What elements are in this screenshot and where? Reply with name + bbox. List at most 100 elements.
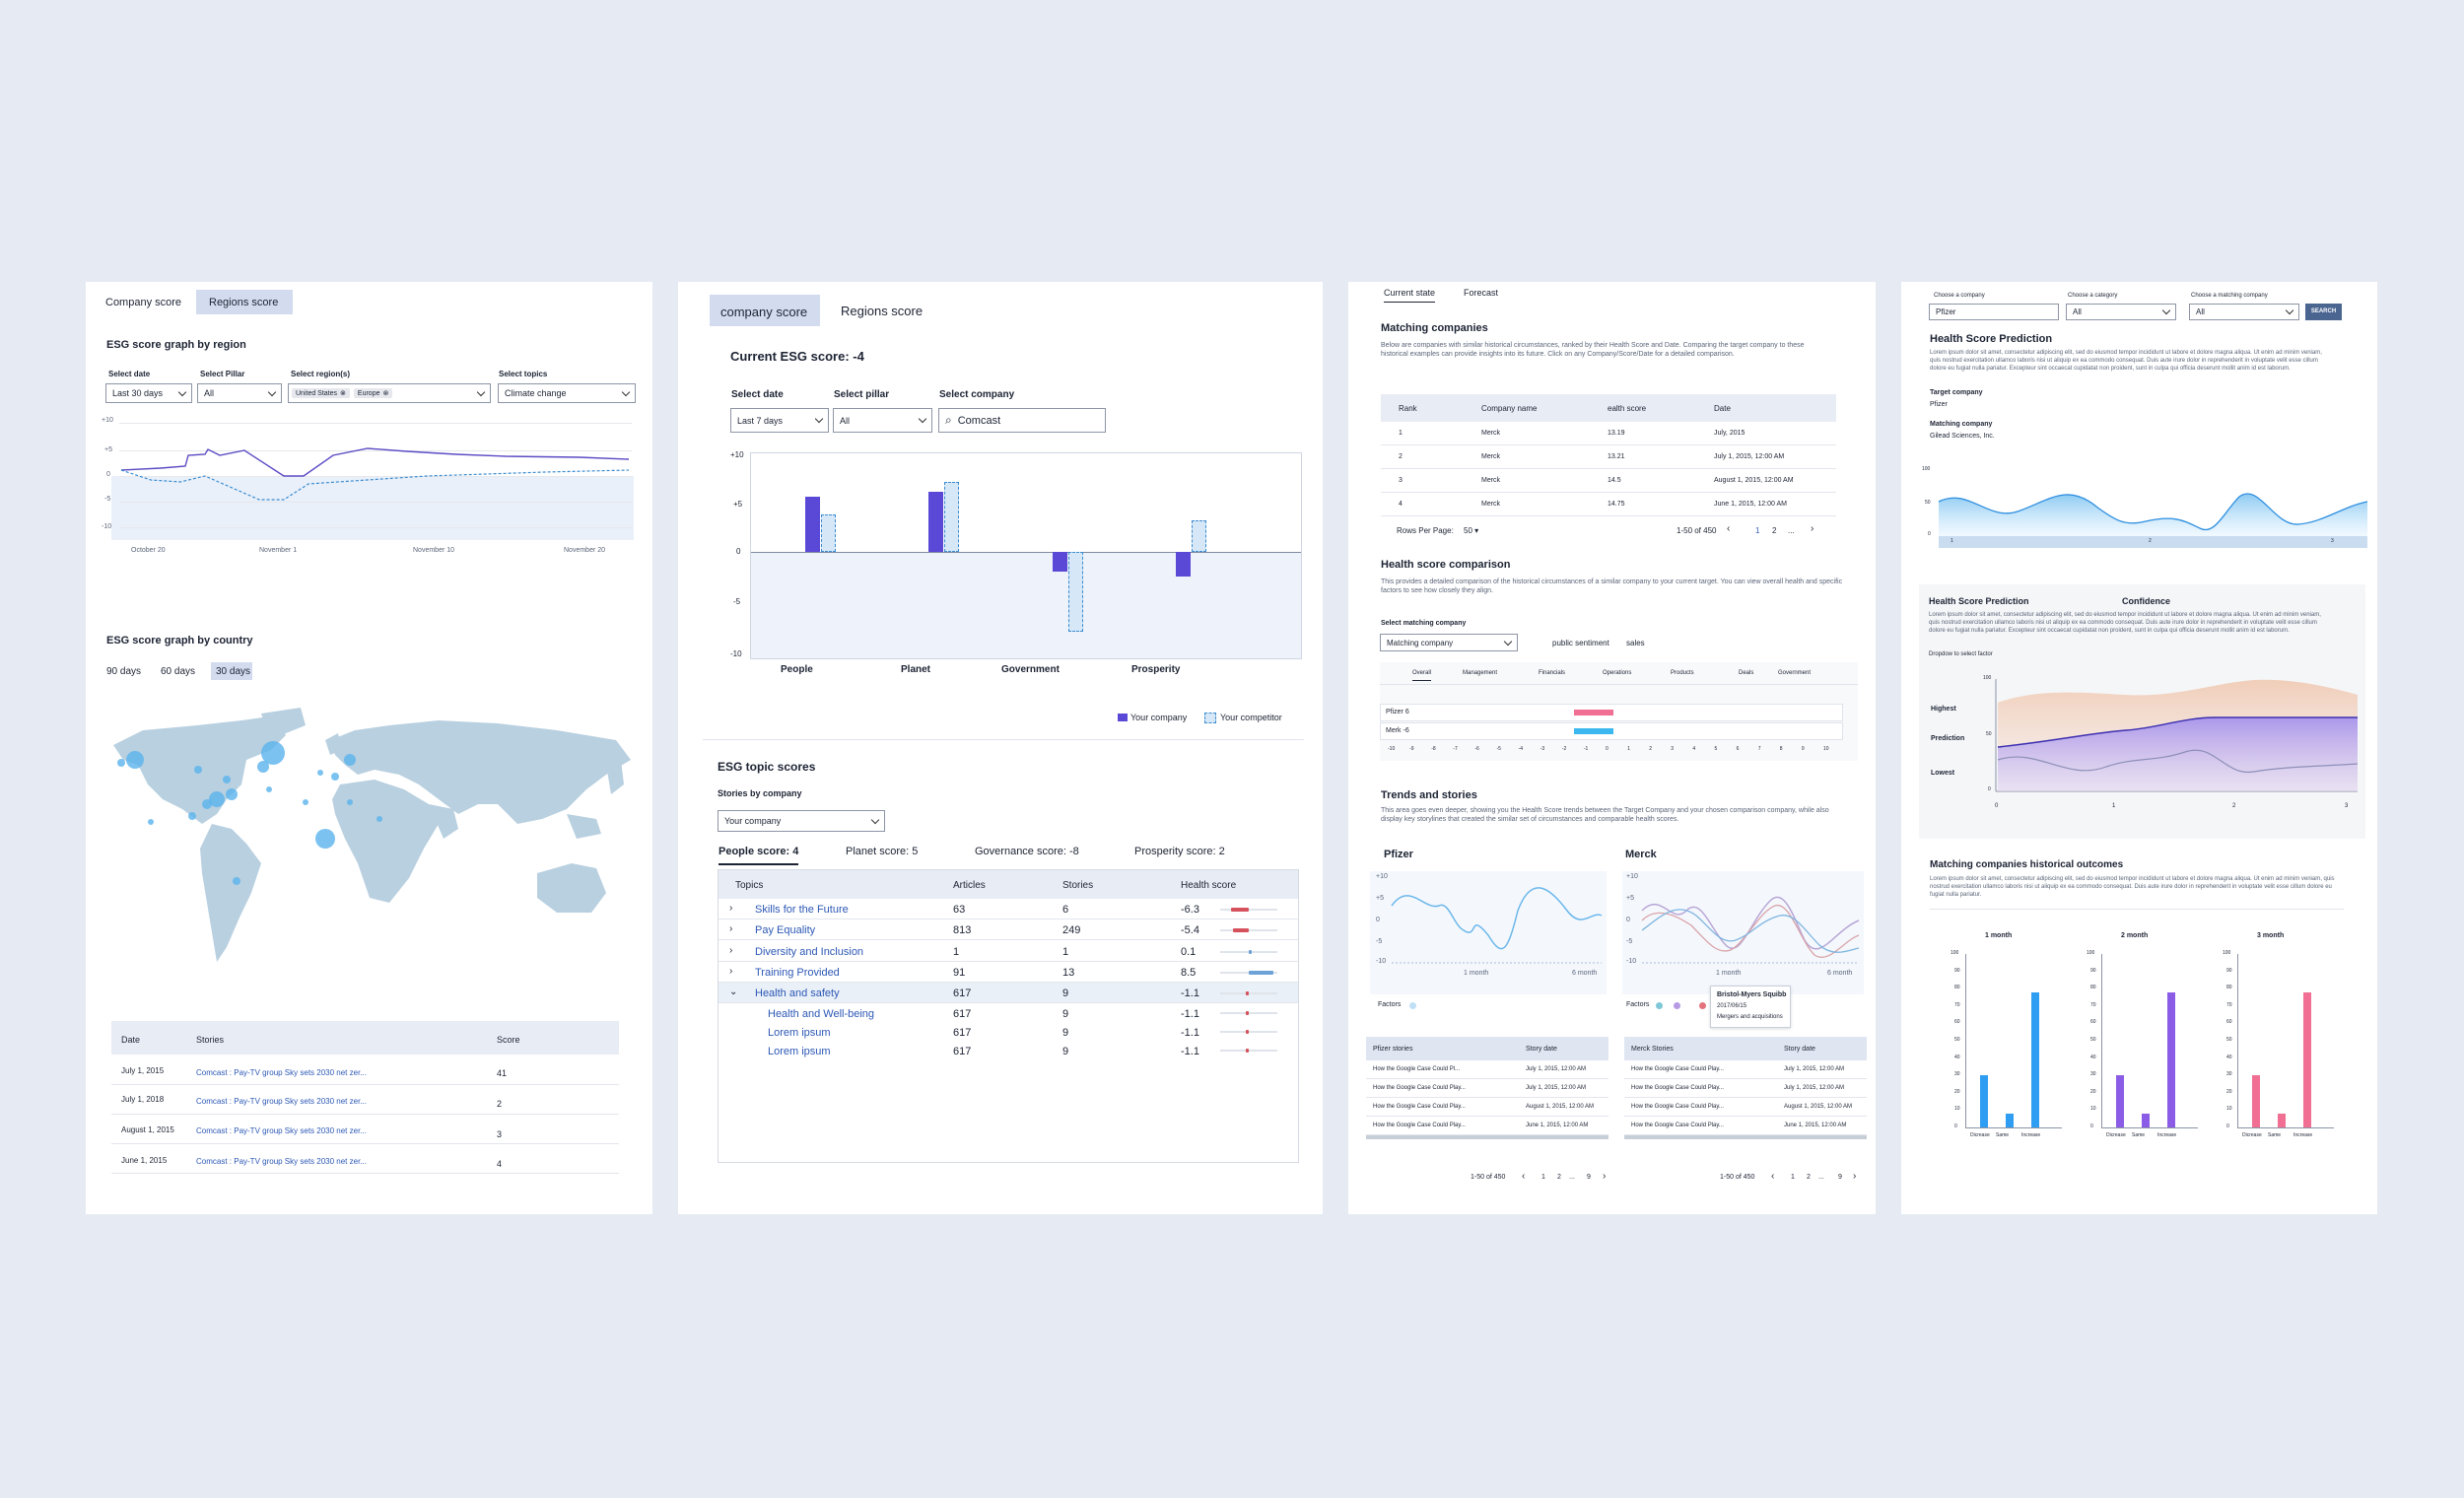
- table-row[interactable]: How the Google Case Could Play... August …: [1366, 1098, 1608, 1117]
- range-tab-60[interactable]: 60 days: [161, 666, 196, 677]
- company-input[interactable]: Pfizer: [1929, 304, 2059, 320]
- bar-competitor[interactable]: [944, 482, 959, 552]
- bar-your-company[interactable]: [1053, 552, 1067, 573]
- date-dropdown[interactable]: Last 7 days: [730, 408, 829, 433]
- topics-dropdown[interactable]: Climate change: [498, 383, 636, 403]
- next-page-icon[interactable]: ›: [1811, 523, 1814, 534]
- tab-company-score[interactable]: Company score: [105, 297, 182, 308]
- tab-regions-score[interactable]: Regions score: [841, 304, 924, 318]
- table-row[interactable]: ⌄ Health and safety 617 9 -1.1: [719, 983, 1298, 1003]
- score-cell[interactable]: 14.5: [1608, 477, 1621, 484]
- table-row[interactable]: › Pay Equality 813 249 -5.4: [719, 919, 1298, 940]
- topic-link[interactable]: Health and Well-being: [768, 1008, 875, 1020]
- story-link[interactable]: Comcast : Pay-TV group Sky sets 2030 net…: [196, 1157, 367, 1166]
- score-cell[interactable]: 13.21: [1608, 453, 1625, 460]
- factor-tab[interactable]: Overall: [1412, 670, 1432, 681]
- story-cell[interactable]: How the Google Case Could Play...: [1373, 1123, 1466, 1128]
- pillar-dropdown[interactable]: All: [833, 408, 932, 433]
- tab-prosperity-score[interactable]: Prosperity score: 2: [1134, 846, 1225, 857]
- topic-link[interactable]: Training Provided: [755, 967, 840, 979]
- outcome-bar[interactable]: [2278, 1113, 2286, 1127]
- bar-competitor[interactable]: [1068, 552, 1083, 632]
- table-row[interactable]: How the Google Case Could Play... August …: [1624, 1098, 1867, 1117]
- story-link[interactable]: Comcast : Pay-TV group Sky sets 2030 net…: [196, 1097, 367, 1106]
- region-multiselect[interactable]: United States ⊗ Europe ⊗: [288, 383, 491, 403]
- pillar-dropdown[interactable]: All: [197, 383, 282, 403]
- tab-people-score[interactable]: People score: 4: [719, 846, 799, 865]
- factor-tab[interactable]: Deals: [1739, 670, 1754, 676]
- company-cell[interactable]: Merck: [1481, 501, 1501, 508]
- region-chip[interactable]: Europe ⊗: [353, 388, 393, 398]
- table-row[interactable]: Lorem ipsum 617 9 -1.1: [719, 1022, 1298, 1041]
- story-cell[interactable]: How the Google Case Could Play...: [1373, 1104, 1466, 1110]
- factor-dot[interactable]: [1656, 1002, 1663, 1009]
- page-2[interactable]: 2: [1557, 1174, 1561, 1181]
- company-cell[interactable]: Merck: [1481, 453, 1501, 460]
- table-row[interactable]: How the Google Case Could Play... July 1,…: [1624, 1079, 1867, 1098]
- outcome-bar[interactable]: [2303, 991, 2311, 1127]
- bar-competitor[interactable]: [821, 513, 836, 552]
- table-row[interactable]: How the Google Case Could Play... July 1,…: [1624, 1060, 1867, 1079]
- page-2[interactable]: 2: [1772, 526, 1777, 535]
- table-row[interactable]: › Training Provided 91 13 8.5: [719, 962, 1298, 983]
- prev-page-icon[interactable]: ‹: [1771, 1171, 1775, 1182]
- story-cell[interactable]: How the Google Case Could Play...: [1631, 1123, 1724, 1128]
- search-button[interactable]: SEARCH: [2305, 304, 2342, 320]
- table-row[interactable]: Lorem ipsum 617 9 -1.1: [719, 1041, 1298, 1059]
- topic-link[interactable]: Skills for the Future: [755, 904, 849, 916]
- stories-company-dropdown[interactable]: Your company: [718, 810, 885, 832]
- table-row[interactable]: 1 Merck 13.19 July, 2015: [1381, 422, 1836, 445]
- story-cell[interactable]: How the Google Case Could Pl...: [1373, 1066, 1461, 1072]
- story-cell[interactable]: How the Google Case Could Play...: [1631, 1085, 1724, 1091]
- next-page-icon[interactable]: ›: [1603, 1171, 1607, 1182]
- bar-your-company[interactable]: [1176, 552, 1191, 578]
- date-cell[interactable]: June 1, 2015, 12:00 AM: [1714, 501, 1787, 508]
- table-row[interactable]: How the Google Case Could Play... July 1,…: [1366, 1079, 1608, 1098]
- story-cell[interactable]: How the Google Case Could Play...: [1631, 1104, 1724, 1110]
- table-row[interactable]: › Skills for the Future 63 6 -6.3: [719, 899, 1298, 919]
- table-row[interactable]: Health and Well-being 617 9 -1.1: [719, 1003, 1298, 1022]
- company-cell[interactable]: Merck: [1481, 477, 1501, 484]
- tab-regions-score[interactable]: Regions score: [196, 290, 293, 314]
- tab-current-state[interactable]: Current state: [1384, 288, 1436, 304]
- page-1[interactable]: 1: [1541, 1174, 1545, 1181]
- factor-tab[interactable]: Government: [1778, 670, 1812, 676]
- factor-tab[interactable]: Products: [1671, 670, 1694, 676]
- region-chip[interactable]: United States ⊗: [292, 388, 350, 398]
- tab-planet-score[interactable]: Planet score: 5: [846, 846, 919, 857]
- factor-dot[interactable]: [1699, 1002, 1706, 1009]
- score-cell[interactable]: 13.19: [1608, 430, 1625, 437]
- outcome-bar[interactable]: [2252, 1075, 2260, 1127]
- story-link[interactable]: Comcast : Pay-TV group Sky sets 2030 net…: [196, 1068, 367, 1077]
- date-cell[interactable]: July 1, 2015, 12:00 AM: [1714, 453, 1785, 460]
- range-tab-30[interactable]: 30 days: [211, 662, 252, 680]
- prev-page-icon[interactable]: ‹: [1727, 523, 1731, 534]
- outcome-bar[interactable]: [2006, 1113, 2014, 1127]
- outcome-bar[interactable]: [2142, 1113, 2150, 1127]
- bar-your-company[interactable]: [928, 492, 943, 552]
- topic-link[interactable]: Diversity and Inclusion: [755, 946, 864, 958]
- topic-link[interactable]: Lorem ipsum: [768, 1046, 831, 1057]
- outcome-bar[interactable]: [2031, 991, 2039, 1127]
- page-9[interactable]: 9: [1838, 1174, 1842, 1181]
- chevron-right-icon[interactable]: ›: [729, 903, 733, 914]
- page-1[interactable]: 1: [1791, 1174, 1795, 1181]
- date-cell[interactable]: August 1, 2015, 12:00 AM: [1714, 477, 1794, 484]
- topic-link[interactable]: Lorem ipsum: [768, 1027, 831, 1039]
- page-1[interactable]: 1: [1755, 526, 1760, 535]
- factor-dot[interactable]: [1409, 1002, 1416, 1009]
- chevron-right-icon[interactable]: ›: [729, 966, 733, 977]
- topic-link[interactable]: Health and safety: [755, 987, 840, 999]
- score-cell[interactable]: 14.75: [1608, 501, 1625, 508]
- public-sentiment-toggle[interactable]: public sentiment: [1552, 639, 1609, 647]
- table-row[interactable]: 3 Merck 14.5 August 1, 2015, 12:00 AM: [1381, 469, 1836, 493]
- table-row[interactable]: How the Google Case Could Play... June 1,…: [1366, 1117, 1608, 1135]
- date-dropdown[interactable]: Last 30 days: [105, 383, 192, 403]
- topic-link[interactable]: Pay Equality: [755, 924, 816, 936]
- tab-forecast[interactable]: Forecast: [1464, 288, 1499, 298]
- rows-per-page-select[interactable]: 50 ▾: [1464, 526, 1479, 535]
- page-2[interactable]: 2: [1807, 1174, 1811, 1181]
- company-cell[interactable]: Merck: [1481, 430, 1501, 437]
- prev-page-icon[interactable]: ‹: [1522, 1171, 1526, 1182]
- chevron-down-icon[interactable]: ⌄: [729, 987, 738, 997]
